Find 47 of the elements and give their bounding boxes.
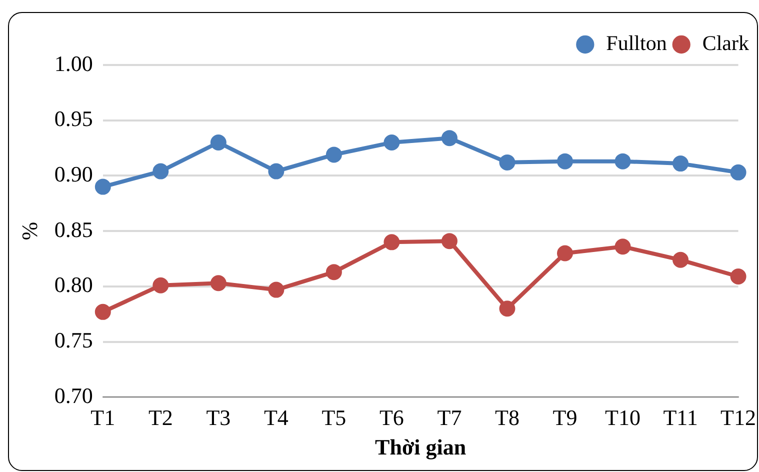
point — [326, 146, 342, 163]
y-tick-label: 0.75 — [54, 328, 93, 353]
point — [556, 153, 573, 170]
x-tick-label: T7 — [437, 405, 462, 430]
x-tick-label: T1 — [90, 405, 116, 430]
legend-label: Clark — [702, 31, 750, 56]
point — [614, 238, 631, 255]
x-tick-label: T11 — [663, 405, 698, 430]
point — [152, 277, 169, 294]
x-tick-label: T5 — [322, 405, 346, 430]
point — [672, 156, 689, 172]
legend-label: Fullton — [606, 31, 668, 56]
point — [152, 163, 169, 180]
x-tick-label: T4 — [264, 405, 288, 430]
x-tick-label: T2 — [148, 405, 173, 430]
point — [210, 134, 226, 151]
y-tick-label: 1.00 — [54, 50, 93, 76]
point — [499, 300, 516, 317]
point — [499, 154, 516, 170]
point — [268, 282, 284, 298]
point — [556, 245, 573, 262]
point — [384, 234, 400, 250]
x-tick-label: T8 — [495, 405, 520, 430]
y-tick-label: 0.85 — [54, 216, 93, 242]
x-tick-label: T12 — [720, 405, 756, 430]
y-tick-label: 0.70 — [54, 382, 93, 408]
x-tick-label: T3 — [206, 405, 231, 430]
point — [384, 134, 400, 151]
point — [94, 178, 111, 195]
x-tick-label: T9 — [552, 405, 578, 430]
point — [210, 275, 226, 292]
point — [730, 268, 746, 284]
y-axis-title: % — [16, 222, 42, 240]
point — [94, 304, 111, 320]
point — [326, 264, 342, 280]
point — [441, 233, 458, 250]
y-tick-label: 0.95 — [54, 106, 93, 132]
point — [268, 163, 284, 180]
x-tick-label: T6 — [379, 405, 404, 430]
y-tick-label: 0.90 — [54, 162, 93, 187]
x-axis-title: Thời gian — [375, 434, 466, 460]
x-tick-label: T10 — [605, 405, 640, 430]
y-tick-label: 0.80 — [54, 272, 93, 298]
point — [441, 130, 458, 146]
point — [672, 252, 689, 268]
point — [614, 153, 631, 170]
point — [730, 164, 746, 180]
